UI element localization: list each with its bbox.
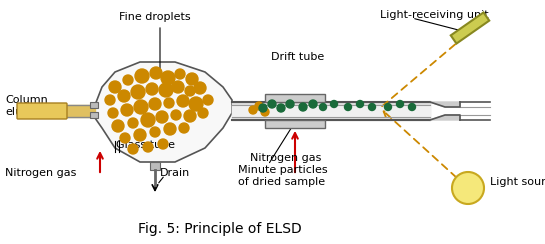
Text: Light-receiving unit: Light-receiving unit	[380, 10, 489, 20]
Circle shape	[172, 81, 184, 93]
Circle shape	[452, 172, 484, 204]
Circle shape	[309, 100, 317, 108]
Text: Fig. 5: Principle of ELSD: Fig. 5: Principle of ELSD	[138, 222, 302, 236]
Circle shape	[164, 123, 176, 135]
Circle shape	[121, 104, 133, 116]
Circle shape	[143, 142, 153, 152]
Circle shape	[112, 120, 124, 132]
Circle shape	[171, 110, 181, 120]
Circle shape	[286, 100, 294, 108]
Circle shape	[128, 118, 138, 128]
Bar	[90, 112, 98, 118]
Circle shape	[186, 73, 198, 85]
Circle shape	[175, 69, 185, 79]
Circle shape	[261, 108, 269, 116]
Circle shape	[156, 111, 168, 123]
Text: Drift tube: Drift tube	[271, 52, 325, 62]
Bar	[265, 94, 325, 102]
Text: Light source: Light source	[490, 177, 545, 187]
Circle shape	[385, 103, 391, 111]
Circle shape	[141, 113, 155, 127]
Circle shape	[409, 103, 415, 111]
Circle shape	[123, 75, 133, 85]
Circle shape	[277, 104, 285, 112]
Circle shape	[118, 90, 130, 102]
Circle shape	[131, 85, 145, 99]
Circle shape	[330, 101, 337, 108]
Text: Glass tube: Glass tube	[116, 140, 175, 150]
Text: Nitrogen gas: Nitrogen gas	[250, 153, 322, 163]
Circle shape	[397, 101, 403, 108]
Circle shape	[146, 83, 158, 95]
Circle shape	[120, 133, 130, 143]
Circle shape	[128, 144, 138, 154]
Circle shape	[259, 104, 267, 112]
Circle shape	[149, 98, 161, 110]
Circle shape	[203, 95, 213, 105]
Circle shape	[319, 103, 326, 111]
Polygon shape	[95, 62, 232, 162]
Circle shape	[158, 139, 168, 149]
Bar	[265, 120, 325, 128]
FancyBboxPatch shape	[17, 103, 67, 119]
Circle shape	[368, 103, 376, 111]
Circle shape	[268, 100, 276, 108]
Circle shape	[135, 69, 149, 83]
Circle shape	[177, 95, 189, 107]
Polygon shape	[430, 115, 460, 120]
Circle shape	[161, 71, 175, 85]
Circle shape	[249, 106, 257, 114]
Polygon shape	[430, 102, 460, 107]
Circle shape	[109, 81, 121, 93]
Circle shape	[198, 108, 208, 118]
Circle shape	[159, 83, 173, 97]
Circle shape	[179, 123, 189, 133]
Circle shape	[356, 101, 364, 108]
Circle shape	[185, 86, 195, 96]
Circle shape	[184, 110, 196, 122]
Circle shape	[108, 108, 118, 118]
Circle shape	[164, 98, 174, 108]
Bar	[451, 12, 489, 44]
Circle shape	[105, 95, 115, 105]
Text: Drain: Drain	[160, 168, 190, 178]
Circle shape	[299, 103, 307, 111]
Text: Column
eluate: Column eluate	[5, 95, 48, 117]
Circle shape	[189, 97, 203, 111]
Text: Nitrogen gas: Nitrogen gas	[5, 168, 76, 178]
Circle shape	[150, 67, 162, 79]
Circle shape	[134, 100, 148, 114]
Text: Fine droplets: Fine droplets	[119, 12, 191, 22]
Bar	[90, 102, 98, 108]
Bar	[150, 162, 160, 170]
Text: Minute particles
of dried sample: Minute particles of dried sample	[238, 165, 328, 187]
Circle shape	[134, 129, 146, 141]
Circle shape	[255, 102, 263, 110]
Circle shape	[194, 82, 206, 94]
Circle shape	[150, 127, 160, 137]
Circle shape	[344, 103, 352, 111]
